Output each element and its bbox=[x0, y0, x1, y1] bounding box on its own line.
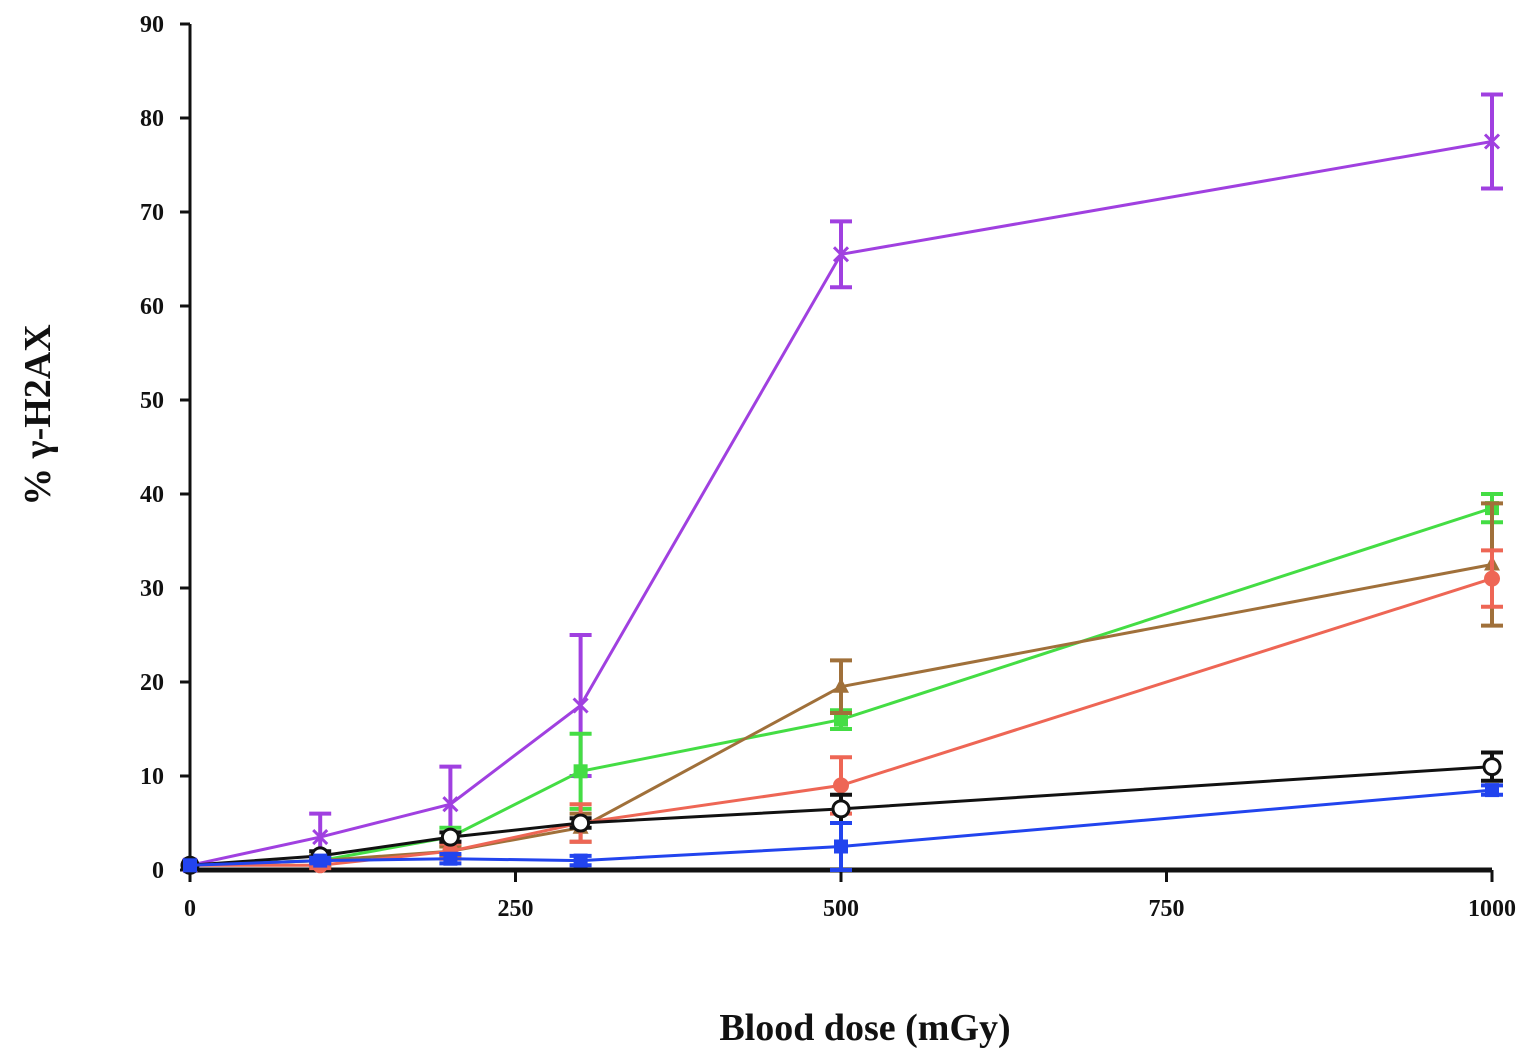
y-tick-label: 10 bbox=[140, 764, 164, 790]
data-point bbox=[832, 246, 850, 263]
x-axis-title: Blood dose (mGy) bbox=[719, 1007, 1010, 1049]
series-layer bbox=[180, 92, 1503, 875]
data-point bbox=[443, 851, 458, 866]
y-tick-label: 20 bbox=[140, 670, 164, 696]
x-tick-label: 750 bbox=[1149, 896, 1185, 922]
x-tick-label: 500 bbox=[823, 896, 859, 922]
data-point bbox=[440, 827, 460, 847]
data-point bbox=[1482, 757, 1502, 777]
x-tick-label: 1000 bbox=[1468, 896, 1516, 922]
data-point bbox=[1484, 570, 1500, 587]
data-point bbox=[571, 813, 591, 833]
data-point bbox=[1483, 133, 1501, 150]
data-point bbox=[833, 777, 849, 794]
y-tick-label: 0 bbox=[152, 858, 164, 884]
data-point bbox=[831, 799, 851, 819]
data-point bbox=[833, 677, 849, 693]
y-tick-label: 70 bbox=[140, 200, 164, 226]
y-tick-label: 50 bbox=[140, 388, 164, 414]
x-tick-label: 250 bbox=[498, 896, 534, 922]
data-point bbox=[573, 853, 588, 868]
data-point bbox=[834, 712, 848, 727]
y-tick-label: 80 bbox=[140, 106, 164, 132]
data-point bbox=[573, 764, 588, 779]
x-ticks: 0 250 500 750 1000 bbox=[184, 870, 1516, 922]
y-ticks: 0 10 20 30 40 50 60 70 80 90 bbox=[140, 12, 190, 884]
data-point bbox=[312, 829, 329, 846]
y-tick-label: 30 bbox=[140, 576, 164, 602]
data-point bbox=[572, 697, 589, 714]
series-line bbox=[189, 788, 1493, 867]
data-point bbox=[313, 853, 328, 868]
data-point bbox=[442, 796, 459, 813]
x-tick-label: 0 bbox=[184, 896, 196, 922]
series-line bbox=[189, 765, 1493, 867]
data-point bbox=[183, 858, 197, 873]
y-axis-title: % γ-H2AX bbox=[17, 324, 59, 505]
series-line bbox=[190, 577, 1493, 867]
y-tick-label: 60 bbox=[140, 294, 164, 320]
series-6 bbox=[183, 783, 1503, 873]
data-point bbox=[1485, 783, 1499, 798]
data-point bbox=[834, 839, 848, 854]
axes bbox=[188, 24, 1492, 873]
series-line bbox=[189, 140, 1493, 867]
y-tick-label: 90 bbox=[140, 12, 164, 38]
y-tick-label: 40 bbox=[140, 482, 164, 508]
